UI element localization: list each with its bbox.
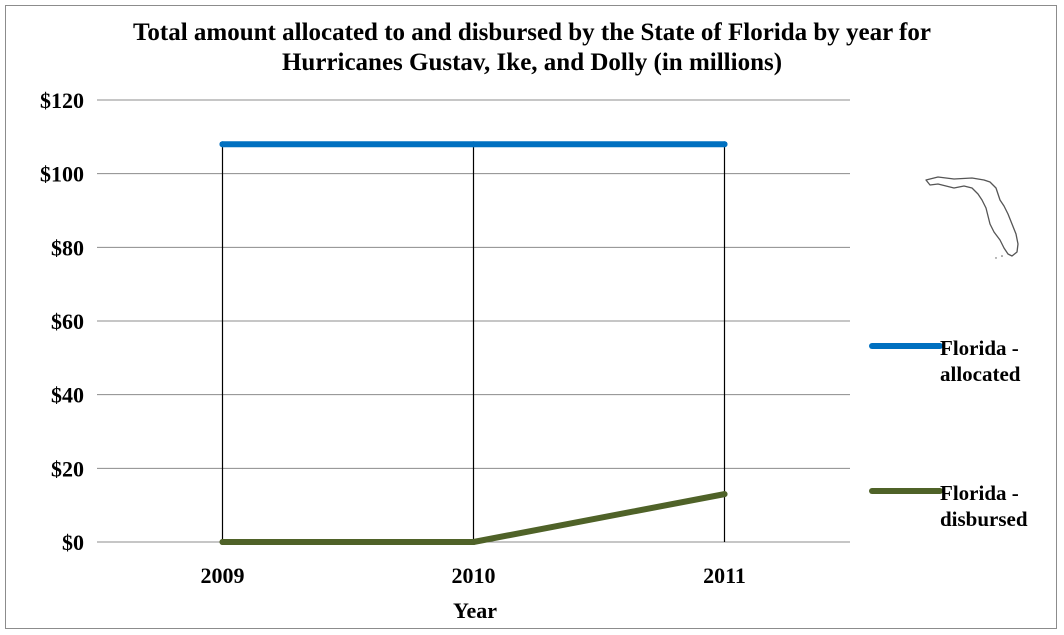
legend-label-allocated: Florida - allocated — [940, 335, 1020, 387]
y-tick-label-0: $0 — [62, 530, 84, 555]
y-tick-label-60: $60 — [51, 309, 84, 334]
chart-title-line-2: Hurricanes Gustav, Ike, and Dolly (in mi… — [281, 49, 783, 76]
data-point-1-2010 — [470, 539, 477, 545]
chart-frame — [5, 5, 1057, 629]
series-lines — [219, 141, 728, 545]
drop-lines — [221, 144, 726, 542]
x-axis-label: Year — [453, 598, 497, 623]
data-point-0-2011 — [721, 141, 728, 148]
data-point-0-2009 — [219, 141, 226, 148]
chart-title: Total amount allocated to and disbursed … — [0, 18, 1064, 78]
y-tick-label-40: $40 — [51, 383, 84, 408]
chart-title-line-1: Total amount allocated to and disbursed … — [133, 19, 931, 46]
data-point-1-2011 — [721, 491, 728, 498]
data-point-1-2009 — [219, 539, 226, 545]
florida-map-icon — [925, 176, 1019, 259]
legend-label-allocated-line-1: Florida - — [940, 336, 1019, 360]
y-axis-tick-labels: $0 $20 $40 $60 $80 $100 $120 — [40, 88, 84, 555]
legend-markers — [869, 343, 943, 494]
x-tick-label-2011: 2011 — [703, 563, 746, 588]
y-tick-label-20: $20 — [51, 456, 84, 481]
y-tick-label-100: $100 — [40, 162, 84, 187]
y-tick-label-80: $80 — [51, 235, 84, 260]
data-point-0-2010 — [470, 141, 477, 148]
legend-label-allocated-line-2: allocated — [940, 362, 1021, 386]
x-tick-label-2009: 2009 — [201, 563, 245, 588]
x-axis-tick-labels: 2009 2010 2011 — [201, 563, 746, 588]
x-tick-label-2010: 2010 — [452, 563, 496, 588]
legend-label-disbursed-line-2: disbursed — [940, 507, 1028, 531]
legend-label-disbursed-line-1: Florida - — [940, 481, 1019, 505]
y-tick-label-120: $120 — [40, 88, 84, 113]
legend-label-disbursed: Florida - disbursed — [940, 480, 1028, 532]
